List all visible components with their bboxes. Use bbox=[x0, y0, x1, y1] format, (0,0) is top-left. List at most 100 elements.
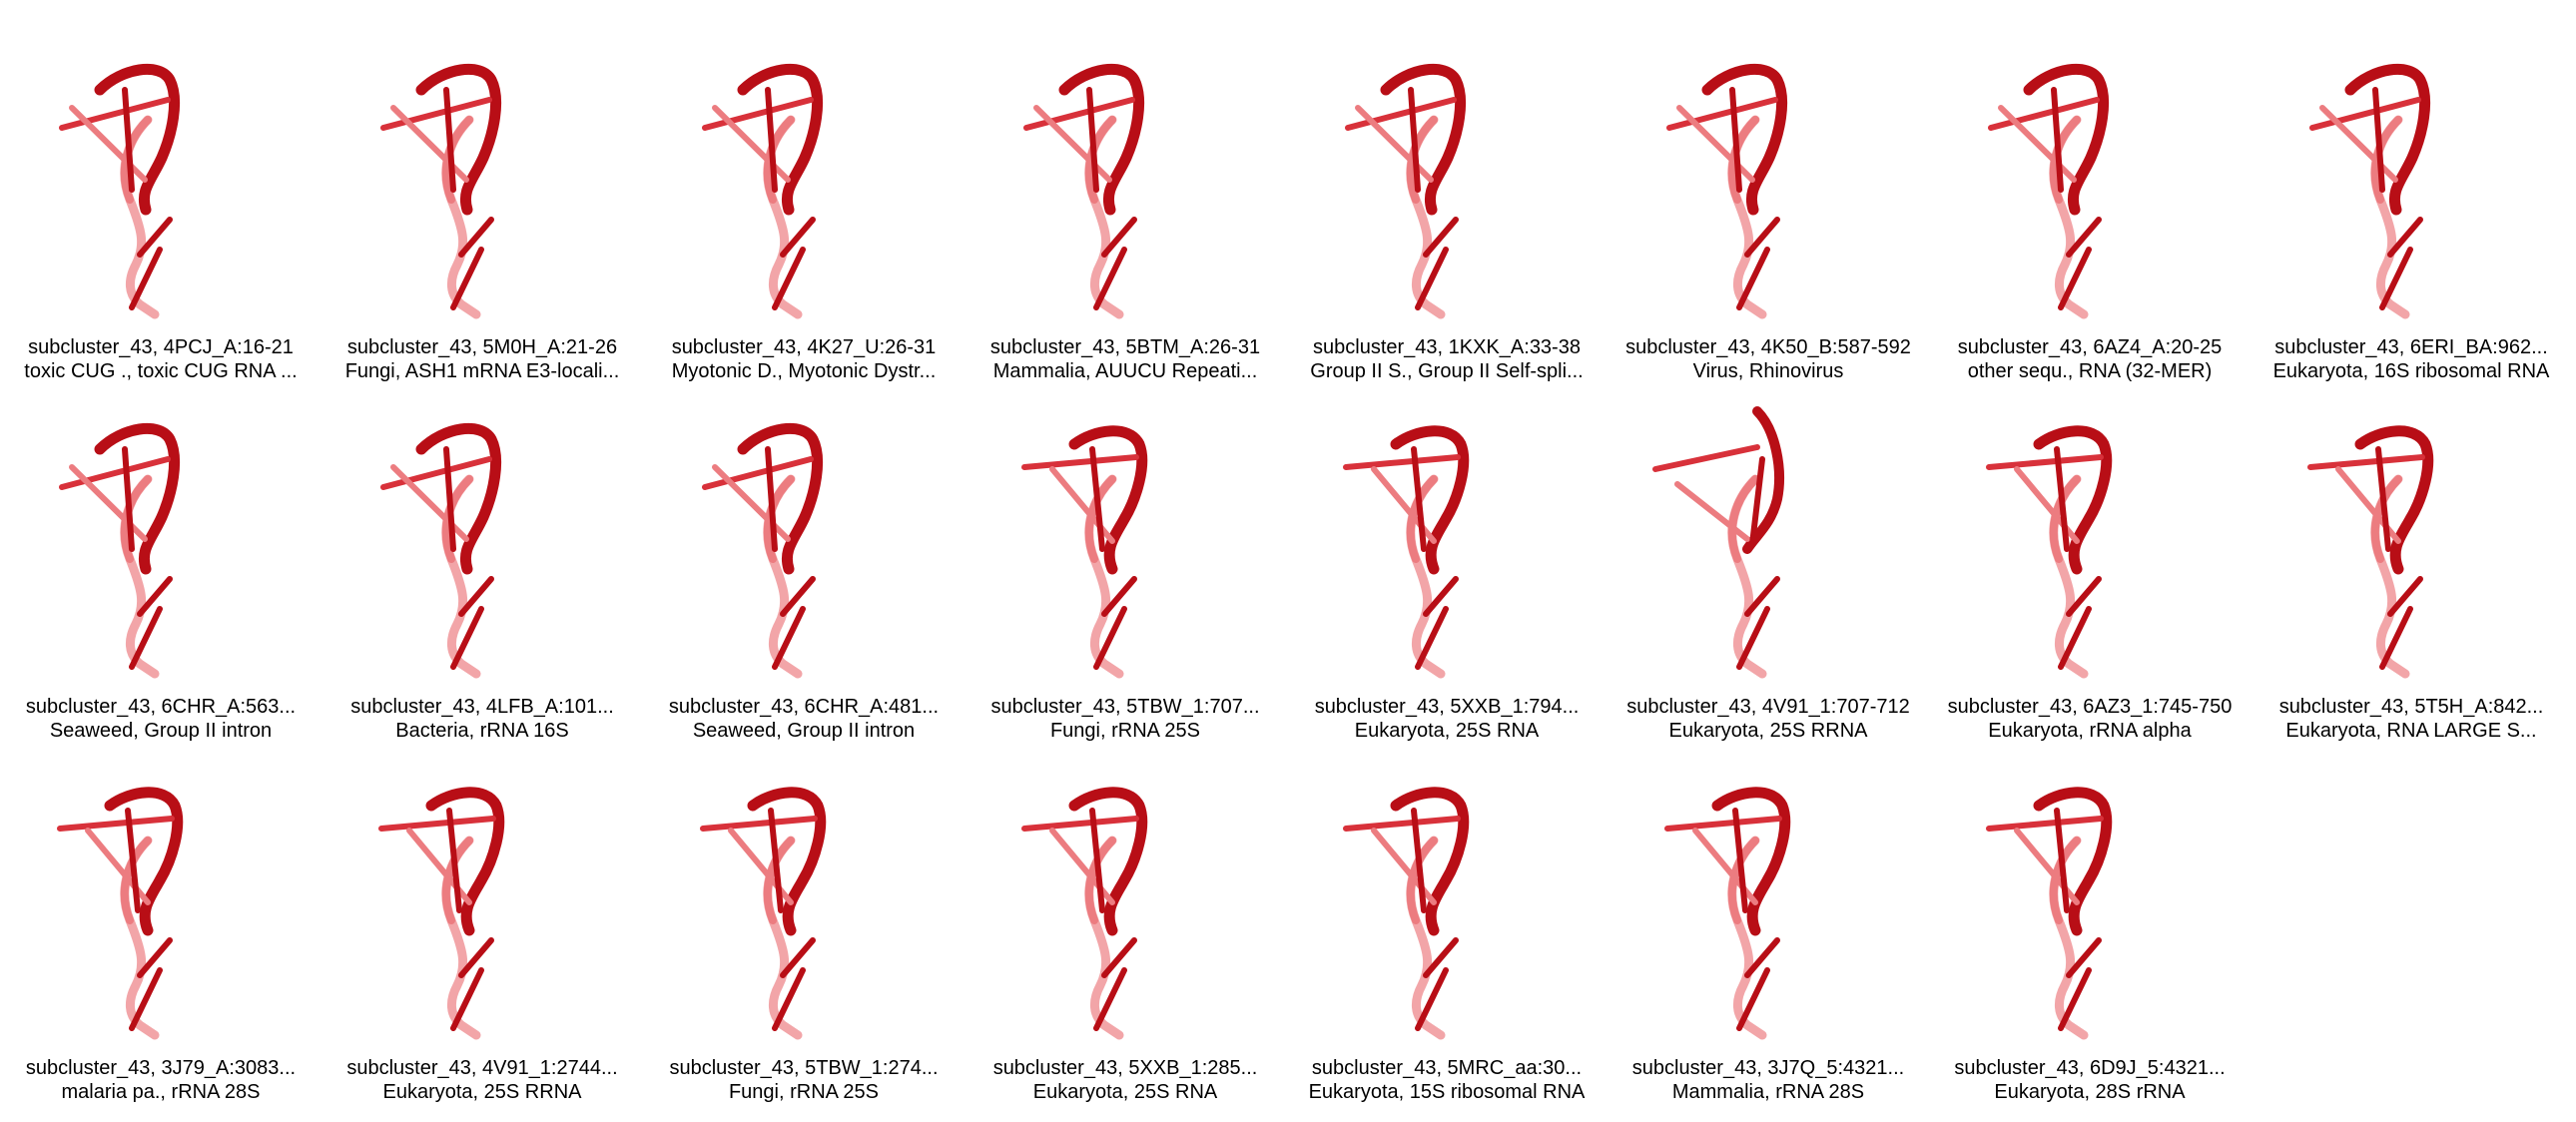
base-pair-1 bbox=[381, 819, 493, 829]
structure-title: subcluster_43, 6ERI_BA:962... bbox=[2251, 335, 2572, 359]
base-pair-1 bbox=[60, 819, 172, 829]
rna-structure-image bbox=[643, 761, 965, 1060]
structure-title: subcluster_43, 4K27_U:26-31 bbox=[643, 335, 965, 359]
structure-card: subcluster_43, 6CHR_A:563... Seaweed, Gro… bbox=[0, 399, 322, 761]
structure-description: Mammalia, rRNA 28S bbox=[1608, 1080, 1929, 1104]
structure-title: subcluster_43, 6AZ3_1:745-750 bbox=[1929, 695, 2251, 719]
structure-description: Eukaryota, RNA LARGE S... bbox=[2251, 719, 2572, 743]
structure-title: subcluster_43, 6D9J_5:4321... bbox=[1929, 1056, 2251, 1080]
structure-title: subcluster_43, 4K50_B:587-592 bbox=[1608, 335, 1929, 359]
base-pair-1 bbox=[1667, 819, 1779, 829]
backbone-upper bbox=[1396, 431, 1464, 569]
backbone-upper bbox=[1396, 793, 1464, 930]
structure-description: Seaweed, Group II intron bbox=[643, 719, 965, 743]
structure-card: subcluster_43, 6AZ4_A:20-25 other sequ., … bbox=[1929, 40, 2251, 401]
structure-card: subcluster_43, 5XXB_1:794... Eukaryota, 2… bbox=[1286, 399, 1608, 761]
structure-card: subcluster_43, 3J7Q_5:4321... Mammalia, r… bbox=[1608, 761, 1929, 1122]
structure-description: toxic CUG ., toxic CUG RNA ... bbox=[0, 359, 322, 383]
structure-description: Eukaryota, 25S RNA bbox=[1286, 719, 1608, 743]
structure-description: Eukaryota, 15S ribosomal RNA bbox=[1286, 1080, 1608, 1104]
rna-structure-image bbox=[1608, 761, 1929, 1060]
rna-structure-image bbox=[965, 761, 1286, 1060]
structure-title: subcluster_43, 5M0H_A:21-26 bbox=[322, 335, 643, 359]
structure-title: subcluster_43, 5MRC_aa:30... bbox=[1286, 1056, 1608, 1080]
backbone-upper bbox=[1074, 431, 1142, 569]
structure-card: subcluster_43, 5TBW_1:707... Fungi, rRNA … bbox=[965, 399, 1286, 761]
structure-title: subcluster_43, 5XXB_1:285... bbox=[965, 1056, 1286, 1080]
structure-card: subcluster_43, 5XXB_1:285... Eukaryota, 2… bbox=[965, 761, 1286, 1122]
structure-card: subcluster_43, 6AZ3_1:745-750 Eukaryota, … bbox=[1929, 399, 2251, 761]
structure-card: subcluster_43, 4K50_B:587-592 Virus, Rhin… bbox=[1608, 40, 1929, 401]
structure-title: subcluster_43, 4PCJ_A:16-21 bbox=[0, 335, 322, 359]
structure-card: subcluster_43, 3J79_A:3083... malaria pa.… bbox=[0, 761, 322, 1122]
structure-card: subcluster_43, 6ERI_BA:962... Eukaryota, … bbox=[2251, 40, 2572, 401]
rna-structure-image bbox=[1929, 399, 2251, 699]
structure-description: Fungi, ASH1 mRNA E3-locali... bbox=[322, 359, 643, 383]
structure-title: subcluster_43, 6AZ4_A:20-25 bbox=[1929, 335, 2251, 359]
structure-description: Eukaryota, 25S RRNA bbox=[322, 1080, 643, 1104]
structure-description: Myotonic D., Myotonic Dystr... bbox=[643, 359, 965, 383]
structure-card: subcluster_43, 5MRC_aa:30... Eukaryota, 1… bbox=[1286, 761, 1608, 1122]
structure-card: subcluster_43, 6D9J_5:4321... Eukaryota, … bbox=[1929, 761, 2251, 1122]
base-pair-1 bbox=[1989, 457, 2101, 467]
structure-description: malaria pa., rRNA 28S bbox=[0, 1080, 322, 1104]
base-pair-1 bbox=[1655, 447, 1757, 469]
rna-structure-image bbox=[322, 399, 643, 699]
structure-title: subcluster_43, 6CHR_A:563... bbox=[0, 695, 322, 719]
rna-structure-image bbox=[1608, 40, 1929, 339]
structure-description: Mammalia, AUUCU Repeati... bbox=[965, 359, 1286, 383]
structure-card: subcluster_43, 5M0H_A:21-26 Fungi, ASH1 m… bbox=[322, 40, 643, 401]
rna-structure-image bbox=[0, 399, 322, 699]
structure-title: subcluster_43, 3J7Q_5:4321... bbox=[1608, 1056, 1929, 1080]
rna-structure-image bbox=[322, 40, 643, 339]
structure-title: subcluster_43, 3J79_A:3083... bbox=[0, 1056, 322, 1080]
rna-structure-image bbox=[0, 40, 322, 339]
structure-card: subcluster_43, 5T5H_A:842... Eukaryota, R… bbox=[2251, 399, 2572, 761]
rna-structure-image bbox=[643, 40, 965, 339]
rna-structure-image bbox=[1608, 399, 1929, 699]
structure-description: Seaweed, Group II intron bbox=[0, 719, 322, 743]
backbone-upper bbox=[1074, 793, 1142, 930]
structure-title: subcluster_43, 5TBW_1:707... bbox=[965, 695, 1286, 719]
structure-grid: subcluster_43, 4PCJ_A:16-21 toxic CUG ., … bbox=[0, 0, 2576, 1098]
backbone-upper bbox=[2039, 793, 2107, 930]
structure-description: other sequ., RNA (32-MER) bbox=[1929, 359, 2251, 383]
structure-description: Fungi, rRNA 25S bbox=[965, 719, 1286, 743]
structure-title: subcluster_43, 6CHR_A:481... bbox=[643, 695, 965, 719]
structure-card: subcluster_43, 6CHR_A:481... Seaweed, Gro… bbox=[643, 399, 965, 761]
backbone-upper bbox=[1717, 793, 1785, 930]
structure-title: subcluster_43, 5TBW_1:274... bbox=[643, 1056, 965, 1080]
structure-card: subcluster_43, 4K27_U:26-31 Myotonic D., … bbox=[643, 40, 965, 401]
rna-structure-image bbox=[643, 399, 965, 699]
rna-structure-image bbox=[1286, 761, 1608, 1060]
base-pair-1 bbox=[703, 819, 815, 829]
structure-title: subcluster_43, 5T5H_A:842... bbox=[2251, 695, 2572, 719]
structure-description: Fungi, rRNA 25S bbox=[643, 1080, 965, 1104]
base-pair-1 bbox=[1989, 819, 2101, 829]
backbone-upper bbox=[2039, 431, 2107, 569]
base-pair-1 bbox=[1346, 457, 1458, 467]
structure-description: Eukaryota, rRNA alpha bbox=[1929, 719, 2251, 743]
base-pair-1 bbox=[1024, 457, 1136, 467]
rna-structure-image bbox=[2251, 40, 2572, 339]
base-pair-1 bbox=[1024, 819, 1136, 829]
structure-card: subcluster_43, 4LFB_A:101... Bacteria, rR… bbox=[322, 399, 643, 761]
structure-title: subcluster_43, 4V91_1:2744... bbox=[322, 1056, 643, 1080]
structure-title: subcluster_43, 4V91_1:707-712 bbox=[1608, 695, 1929, 719]
rna-structure-image bbox=[1286, 40, 1608, 339]
rna-structure-image bbox=[0, 761, 322, 1060]
structure-description: Group II S., Group II Self-spli... bbox=[1286, 359, 1608, 383]
structure-card: subcluster_43, 1KXK_A:33-38 Group II S., … bbox=[1286, 40, 1608, 401]
rna-structure-image bbox=[2251, 399, 2572, 699]
rna-structure-image bbox=[965, 40, 1286, 339]
rna-structure-image bbox=[1929, 40, 2251, 339]
structure-card: subcluster_43, 4PCJ_A:16-21 toxic CUG ., … bbox=[0, 40, 322, 401]
structure-card: subcluster_43, 4V91_1:707-712 Eukaryota, … bbox=[1608, 399, 1929, 761]
base-pair-1 bbox=[1346, 819, 1458, 829]
rna-structure-image bbox=[322, 761, 643, 1060]
backbone-upper bbox=[753, 793, 821, 930]
backbone-upper bbox=[110, 793, 178, 930]
backbone-upper bbox=[2360, 431, 2428, 569]
backbone-upper bbox=[431, 793, 499, 930]
structure-description: Bacteria, rRNA 16S bbox=[322, 719, 643, 743]
